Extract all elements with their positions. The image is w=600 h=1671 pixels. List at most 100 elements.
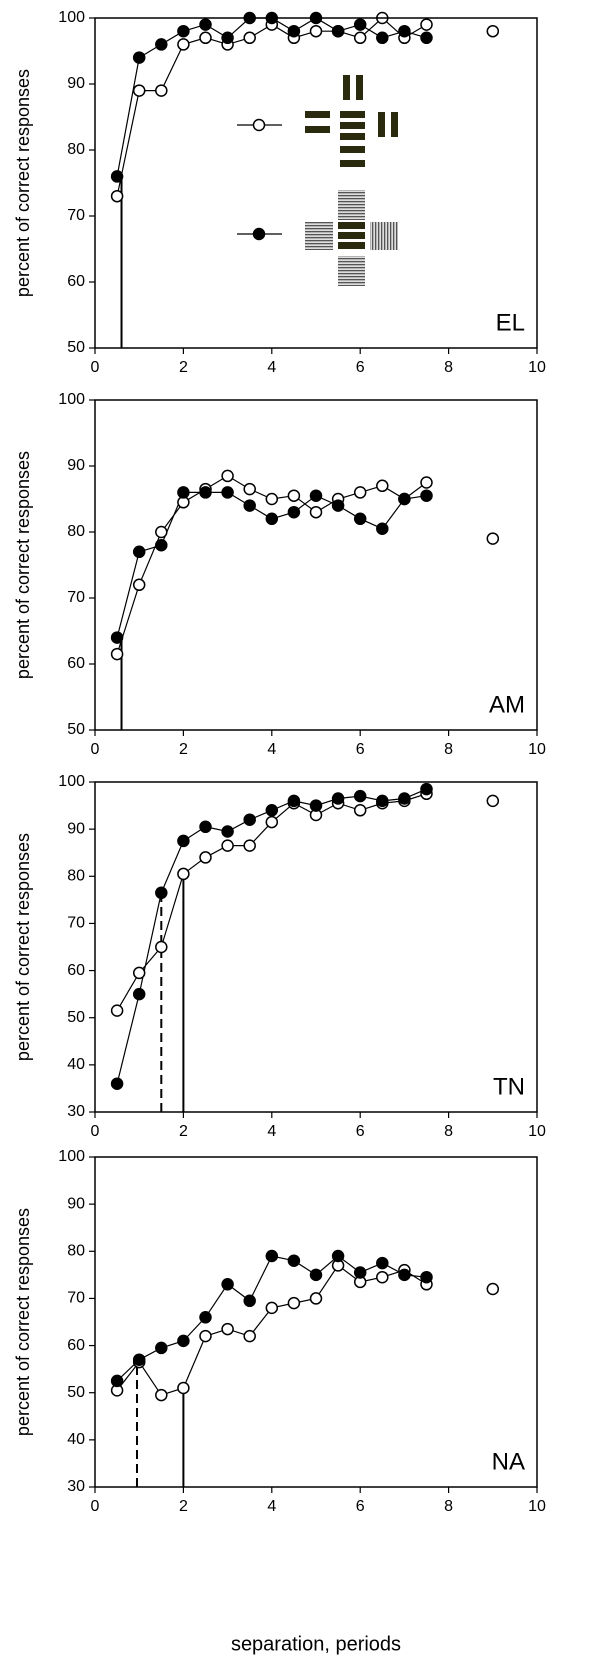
data-point	[221, 1278, 234, 1291]
data-point	[420, 489, 433, 502]
data-point	[420, 18, 433, 31]
data-point	[265, 1301, 279, 1315]
legend-marker	[252, 227, 266, 241]
panel: 30 40 50 60 70 80 90 100 0 2 4 6 8 10 percent of corre…	[13, 1148, 546, 1655]
data-point	[420, 1270, 433, 1284]
data-point	[199, 31, 212, 45]
series-line	[116, 1264, 427, 1396]
data-point	[132, 51, 146, 64]
x-tick-label: 10	[528, 741, 546, 758]
panel: 50 60 70 80 90 100 0 2 4 6 8 10 percent of correct r…	[13, 9, 546, 376]
y-tick-label: 30	[67, 1478, 85, 1495]
data-point	[420, 782, 433, 796]
y-tick-label: 40	[67, 1431, 85, 1448]
data-point	[353, 486, 367, 499]
data-point	[155, 1388, 168, 1402]
panel: 50 60 70 80 90 100 0 2 4 6 8 10 percent of correct r…	[13, 391, 546, 758]
y-tick-label: 60	[67, 962, 85, 979]
x-tick-label: 4	[267, 1498, 276, 1515]
y-tick-label: 60	[67, 655, 85, 672]
data-point	[287, 1296, 301, 1310]
data-point	[309, 1292, 323, 1305]
data-point	[177, 486, 190, 499]
data-point	[353, 512, 367, 526]
data-point	[199, 1329, 212, 1343]
plot-frame	[94, 781, 538, 1113]
data-point	[110, 1374, 124, 1388]
data-point	[398, 24, 411, 38]
y-tick-label: 100	[58, 1148, 85, 1165]
data-point	[265, 1249, 279, 1263]
x-tick-label: 4	[267, 741, 276, 758]
plot-frame	[94, 17, 538, 349]
stimulus-bar	[305, 126, 330, 133]
panel-label: NA	[492, 1448, 525, 1475]
data-point	[155, 940, 168, 954]
data-point	[486, 24, 500, 38]
panel-label: EL	[496, 309, 525, 336]
stimulus-bar	[340, 133, 365, 140]
data-point	[155, 525, 168, 539]
data-point	[331, 792, 345, 805]
data-point	[243, 1294, 256, 1308]
legend-marker	[252, 118, 266, 132]
stimulus-grating	[338, 256, 365, 286]
y-tick-label: 50	[67, 1384, 85, 1401]
data-point	[265, 804, 279, 817]
y-axis-label: percent of correct responses	[13, 833, 33, 1061]
data-point	[155, 1341, 168, 1355]
series-line	[116, 788, 427, 1084]
data-point	[376, 1270, 389, 1284]
data-point	[486, 532, 500, 545]
data-point	[132, 966, 146, 980]
data-point	[221, 486, 234, 499]
x-tick-label: 6	[356, 359, 365, 376]
data-point	[353, 1266, 367, 1279]
data-point	[243, 839, 256, 852]
x-tick-label: 0	[91, 741, 100, 758]
stimulus-bar	[356, 75, 363, 100]
data-point	[155, 886, 168, 900]
data-point	[398, 1268, 411, 1282]
stimulus-bar	[343, 75, 350, 100]
data-point	[132, 545, 146, 559]
x-tick-label: 6	[356, 1123, 365, 1140]
data-point	[110, 631, 124, 644]
data-point	[110, 1004, 124, 1017]
stimulus-bar	[340, 122, 365, 129]
y-tick-label: 80	[67, 1243, 85, 1260]
y-tick-label: 100	[58, 773, 85, 790]
y-tick-label: 30	[67, 1103, 85, 1120]
stimulus-bar	[305, 111, 330, 118]
data-point	[486, 794, 500, 808]
y-tick-label: 90	[67, 75, 85, 92]
x-tick-label: 2	[179, 1498, 188, 1515]
x-tick-label: 0	[91, 1498, 100, 1515]
x-tick-label: 8	[444, 359, 453, 376]
y-tick-label: 60	[67, 1337, 85, 1354]
x-tick-label: 0	[91, 359, 100, 376]
x-tick-label: 10	[528, 1498, 546, 1515]
data-point	[376, 1256, 389, 1270]
stimulus-grating	[338, 190, 365, 220]
data-point	[486, 1282, 500, 1296]
data-point	[376, 31, 389, 45]
data-point	[243, 813, 256, 826]
data-point	[376, 479, 389, 493]
data-point	[376, 794, 389, 808]
data-point	[177, 867, 190, 881]
data-point	[199, 18, 212, 31]
x-tick-label: 2	[179, 741, 188, 758]
data-point	[132, 987, 146, 1001]
data-point	[243, 482, 256, 496]
stimulus-grating	[305, 222, 333, 250]
data-point	[331, 499, 345, 512]
x-tick-label: 2	[179, 1123, 188, 1140]
y-axis-label: percent of correct responses	[13, 451, 33, 679]
data-point	[265, 512, 279, 526]
data-point	[331, 24, 345, 38]
x-tick-label: 0	[91, 1123, 100, 1140]
data-point	[132, 1353, 146, 1366]
plot-frame	[94, 1156, 538, 1488]
